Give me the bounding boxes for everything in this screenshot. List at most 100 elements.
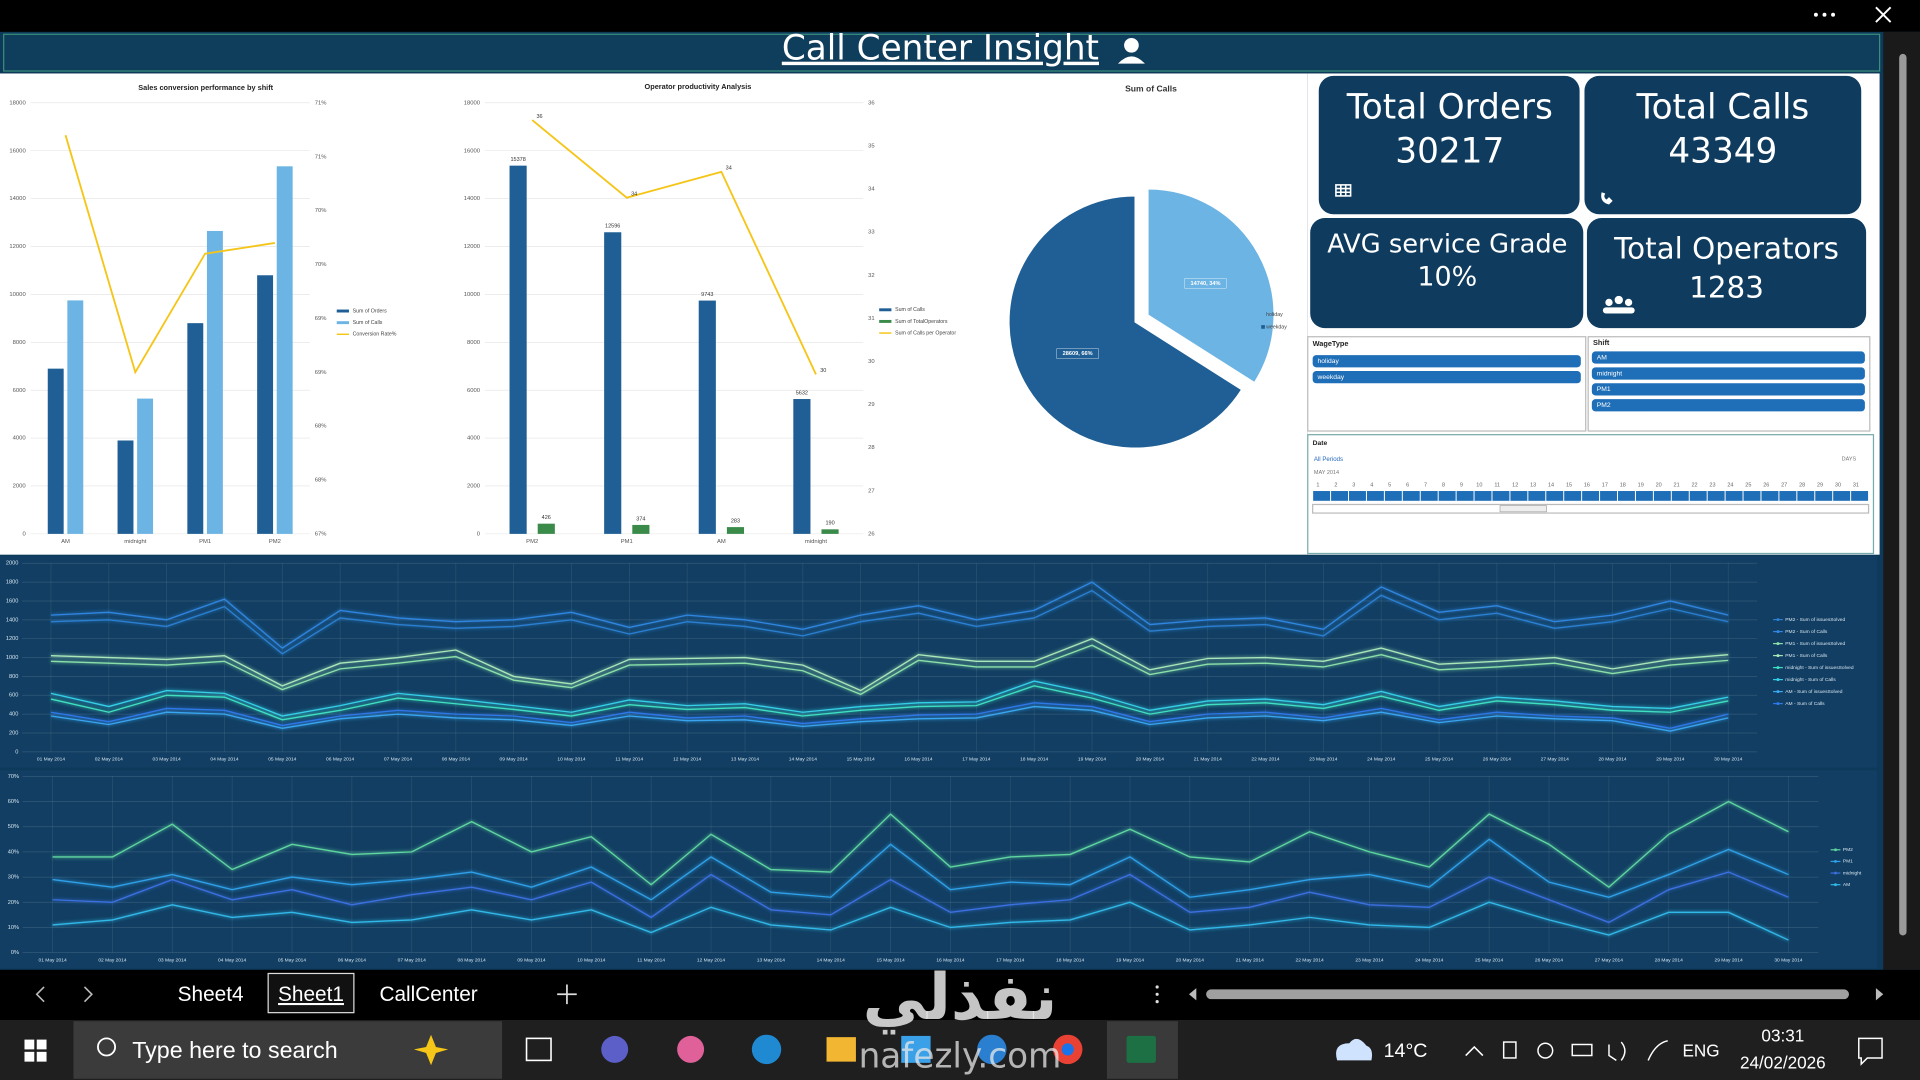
timeline-cell[interactable]: [1420, 491, 1438, 501]
timeline-level[interactable]: DAYS: [1842, 457, 1857, 463]
x-tick-label: 10 May 2014: [557, 756, 585, 762]
timeline-cell[interactable]: [1851, 491, 1869, 501]
timeline-cell[interactable]: [1743, 491, 1761, 501]
timeline-cell[interactable]: [1492, 491, 1510, 501]
timeline-cell[interactable]: [1564, 491, 1582, 501]
timeline-cell[interactable]: [1600, 491, 1618, 501]
tab-options[interactable]: [1155, 985, 1159, 1004]
x-tick-label: 21 May 2014: [1236, 957, 1264, 963]
legend-marker: [1776, 666, 1780, 670]
legend-marker: [1776, 654, 1780, 658]
x-tick-label: 06 May 2014: [338, 957, 366, 963]
horizontal-scrollbar[interactable]: [1206, 989, 1849, 1000]
timeline-cell[interactable]: [1331, 491, 1349, 501]
x-tick-label: 12 May 2014: [697, 957, 725, 963]
language[interactable]: ENG: [1682, 1040, 1719, 1060]
legend-label: Sum of Orders: [353, 308, 388, 314]
x-tick-label: 05 May 2014: [278, 957, 306, 963]
y2-tick-label: 71%: [315, 100, 327, 106]
x-tick-label: 16 May 2014: [936, 957, 964, 963]
start-button[interactable]: [24, 1039, 47, 1062]
weather-temp[interactable]: 14°C: [1384, 1040, 1428, 1062]
slicer-item[interactable]: [1591, 351, 1865, 364]
timeline-cell[interactable]: [1797, 491, 1815, 501]
x-tick-label: 25 May 2014: [1425, 756, 1453, 762]
timeline-cell[interactable]: [1761, 491, 1779, 501]
legend-marker: [1834, 883, 1837, 887]
timeline-cell[interactable]: [1833, 491, 1851, 501]
timeline-day: 6: [1406, 482, 1409, 488]
line-series: [50, 680, 1729, 717]
timeline-cell[interactable]: [1671, 491, 1689, 501]
timeline-cell[interactable]: [1402, 491, 1420, 501]
slicer-item[interactable]: [1591, 399, 1865, 412]
y-tick-label: 60%: [8, 799, 19, 805]
clock-date[interactable]: 24/02/2026: [1740, 1053, 1826, 1073]
sheet-tab[interactable]: Sheet4: [178, 983, 244, 1006]
timeline-day: 11: [1494, 482, 1500, 488]
timeline-cell[interactable]: [1546, 491, 1564, 501]
timeline-cell[interactable]: [1707, 491, 1725, 501]
timeline-day: 3: [1352, 482, 1355, 488]
legend-label: Sum of Calls: [353, 320, 383, 326]
clock-time[interactable]: 03:31: [1761, 1026, 1804, 1046]
add-sheet[interactable]: [557, 984, 577, 1005]
timeline-cell[interactable]: [1653, 491, 1671, 501]
tray-expand[interactable]: [1465, 1045, 1484, 1057]
y-tick-label: 600: [9, 693, 18, 699]
y-tick-label: 0: [477, 531, 481, 537]
tray-icons[interactable]: [1502, 1040, 1668, 1062]
sheet-tab[interactable]: Sheet1: [278, 983, 344, 1006]
line-series: [531, 119, 817, 375]
data-label-box: [1056, 348, 1099, 359]
y-tick-label: 4000: [13, 436, 27, 442]
x-tick-label: 17 May 2014: [996, 957, 1024, 963]
x-tick-label: 28 May 2014: [1655, 957, 1683, 963]
timeline-cell[interactable]: [1313, 491, 1331, 501]
timeline-day: 1: [1316, 482, 1319, 488]
close-button[interactable]: [1875, 6, 1892, 23]
scroll-thumb[interactable]: [1899, 53, 1907, 936]
timeline-thumb[interactable]: [1499, 505, 1547, 513]
line-series: [50, 705, 1729, 732]
timeline-cell[interactable]: [1366, 491, 1384, 501]
y-tick-label: 70%: [8, 774, 19, 780]
bar: [509, 165, 527, 534]
more-button[interactable]: [1813, 12, 1836, 17]
timeline-cell[interactable]: [1456, 491, 1474, 501]
tab-next[interactable]: [83, 986, 93, 1003]
sheet-tab[interactable]: CallCenter: [379, 983, 477, 1006]
notifications[interactable]: [1858, 1037, 1883, 1066]
legend-label: PM2: [1843, 847, 1853, 853]
y-tick-label: 40%: [8, 849, 19, 855]
data-label: 28609, 66%: [1063, 351, 1093, 357]
slicer-item[interactable]: [1312, 371, 1581, 384]
search-placeholder[interactable]: Type here to search: [132, 1037, 338, 1063]
timeline-scrollbar[interactable]: [1312, 503, 1870, 514]
timeline-cell[interactable]: [1582, 491, 1600, 501]
watermark: nafezly.com: [859, 1036, 1062, 1076]
x-tick-label: 25 May 2014: [1475, 957, 1503, 963]
timeline-cell[interactable]: [1779, 491, 1797, 501]
timeline-cell[interactable]: [1438, 491, 1456, 501]
x-tick-label: 16 May 2014: [904, 756, 932, 762]
timeline-cell[interactable]: [1635, 491, 1653, 501]
timeline-cell[interactable]: [1384, 491, 1402, 501]
timeline-cell[interactable]: [1815, 491, 1833, 501]
timeline-cell[interactable]: [1474, 491, 1492, 501]
slicer-item[interactable]: [1312, 355, 1581, 368]
timeline-period[interactable]: All Periods: [1314, 456, 1343, 463]
slicer-item[interactable]: [1591, 383, 1865, 396]
timeline-cell[interactable]: [1349, 491, 1366, 501]
timeline-cell[interactable]: [1725, 491, 1743, 501]
taskbar-apps[interactable]: [525, 1021, 1178, 1079]
timeline-cell[interactable]: [1689, 491, 1707, 501]
tab-prev[interactable]: [35, 986, 45, 1003]
timeline-cell[interactable]: [1510, 491, 1528, 501]
timeline-day: 4: [1370, 482, 1373, 488]
timeline-cell[interactable]: [1528, 491, 1546, 501]
line-chart-panel: [0, 770, 1878, 969]
slicer-item[interactable]: [1591, 367, 1865, 380]
line-series: [50, 637, 1729, 692]
timeline-cell[interactable]: [1618, 491, 1635, 501]
